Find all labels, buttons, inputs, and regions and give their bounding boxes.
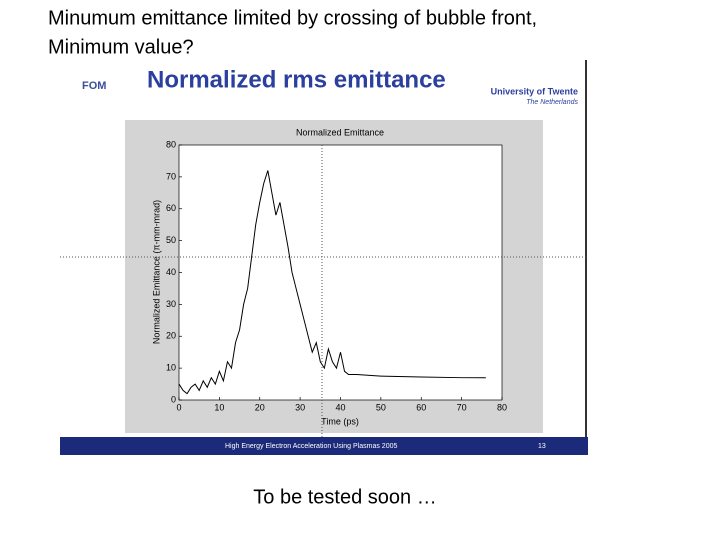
x-tick-label: 70 xyxy=(457,402,467,412)
chart-title: Normalized Emittance xyxy=(296,127,384,137)
data-line xyxy=(178,170,486,395)
y-tick-label: 0 xyxy=(171,394,176,404)
logo-right: University of Twente xyxy=(491,86,578,96)
x-tick-label: 40 xyxy=(335,402,345,412)
x-tick-label: 60 xyxy=(416,402,426,412)
x-tick-label: 10 xyxy=(214,402,224,412)
slide-title: Normalized rms emittance xyxy=(147,66,446,93)
heading-line: Minimum value? xyxy=(48,36,194,58)
x-tick-label: 20 xyxy=(255,402,265,412)
y-tick-label: 30 xyxy=(166,299,176,309)
y-tick-label: 70 xyxy=(166,171,176,181)
x-tick-label: 50 xyxy=(376,402,386,412)
x-tick-label: 30 xyxy=(295,402,305,412)
y-tick-label: 40 xyxy=(166,267,176,277)
logo-left: FOM xyxy=(82,80,106,92)
x-tick-label: 0 xyxy=(176,402,181,412)
x-axis-label: Time (ps) xyxy=(321,416,359,426)
y-axis-label: Normalized Emittance (π-mm-mrad) xyxy=(151,200,161,344)
page-number: 13 xyxy=(538,443,546,450)
y-tick-label: 50 xyxy=(166,235,176,245)
y-tick-label: 10 xyxy=(166,363,176,373)
y-tick-label: 20 xyxy=(166,331,176,341)
heading-line: Minumum emittance limited by crossing of… xyxy=(48,7,537,29)
caption: To be tested soon … xyxy=(253,486,436,508)
footer-text: High Energy Electron Acceleration Using … xyxy=(225,443,397,450)
logo-right-sub: The Netherlands xyxy=(526,99,578,106)
y-tick-label: 60 xyxy=(166,203,176,213)
slide-footer xyxy=(60,437,588,455)
x-tick-label: 80 xyxy=(497,402,507,412)
y-tick-label: 80 xyxy=(166,139,176,149)
